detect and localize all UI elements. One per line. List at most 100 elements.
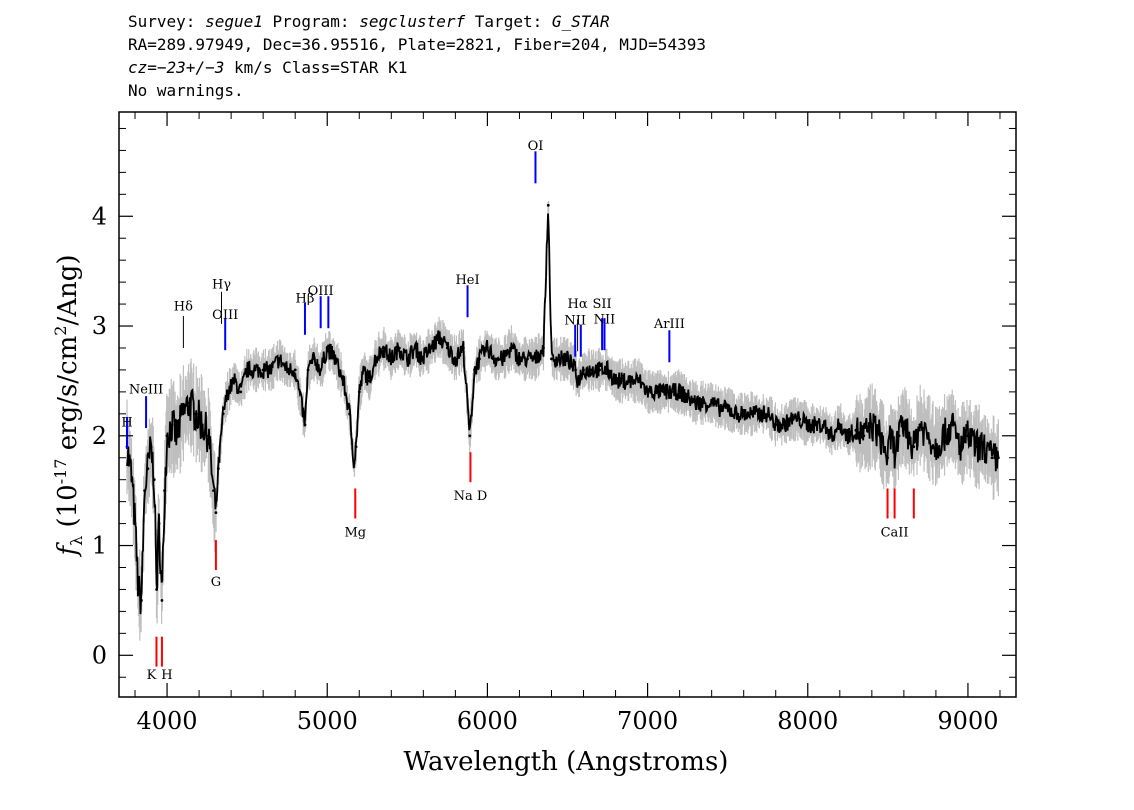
flux-point bbox=[870, 423, 874, 427]
survey-line: Survey: segue1 Program: segclusterf Targ… bbox=[128, 10, 706, 33]
flux-point bbox=[574, 368, 577, 372]
flux-point bbox=[518, 357, 521, 361]
y-axis-title: fλ (10-17 erg/s/cm2/Ang) bbox=[51, 254, 86, 557]
line-label: Hα bbox=[568, 297, 588, 312]
flux-point bbox=[782, 423, 786, 427]
flux-point bbox=[822, 423, 826, 427]
flux-point bbox=[974, 445, 978, 449]
flux-point bbox=[678, 390, 682, 394]
flux-point bbox=[303, 423, 307, 427]
flux-point bbox=[468, 434, 472, 438]
flux-point bbox=[750, 412, 754, 416]
flux-point bbox=[814, 423, 818, 427]
x-tick-label: 8000 bbox=[777, 707, 838, 735]
x-tick-label: 4000 bbox=[137, 707, 198, 735]
flux-point bbox=[846, 434, 850, 438]
flux-point bbox=[897, 434, 901, 438]
flux-point bbox=[646, 390, 649, 394]
flux-point bbox=[405, 357, 409, 361]
line-label: OIII bbox=[308, 284, 334, 299]
flux-point bbox=[301, 412, 305, 416]
flux-point bbox=[473, 368, 476, 372]
flux-point bbox=[170, 423, 174, 427]
plot-frame bbox=[118, 111, 1017, 698]
cz-label: cz= bbox=[128, 58, 157, 77]
flux-point bbox=[966, 434, 970, 438]
line-label: NII bbox=[564, 314, 586, 329]
line-label: ArIII bbox=[653, 317, 685, 332]
flux-point bbox=[622, 379, 625, 383]
flux-point bbox=[790, 417, 794, 421]
line-label: NII bbox=[594, 312, 616, 327]
flux-point bbox=[160, 599, 164, 602]
flux-point bbox=[152, 478, 156, 482]
y-tick-label: 3 bbox=[92, 312, 107, 340]
flux-point bbox=[694, 401, 698, 405]
flux-point bbox=[357, 390, 361, 394]
flux-point bbox=[325, 346, 329, 350]
flux-point bbox=[494, 357, 497, 361]
x-tick-label: 5000 bbox=[297, 707, 358, 735]
flux-point bbox=[950, 423, 954, 427]
flux-point bbox=[175, 434, 179, 438]
flux-point bbox=[742, 412, 746, 416]
flux-point bbox=[912, 445, 916, 449]
coords-line: RA=289.97949, Dec=36.95516, Plate=2821, … bbox=[128, 35, 706, 54]
flux-point bbox=[313, 357, 316, 361]
line-label: OI bbox=[528, 139, 544, 154]
flux-point bbox=[878, 434, 882, 438]
flux-point bbox=[590, 368, 593, 372]
flux-point bbox=[226, 390, 230, 394]
flux-point bbox=[630, 379, 633, 383]
flux-point bbox=[638, 379, 641, 383]
flux-point bbox=[478, 357, 481, 361]
line-label: H bbox=[161, 668, 172, 683]
line-label: Mg bbox=[344, 525, 366, 540]
flux-point bbox=[934, 445, 938, 449]
flux-point bbox=[437, 335, 441, 339]
flux-point bbox=[352, 461, 356, 465]
flux-point bbox=[662, 390, 666, 394]
flux-point bbox=[221, 412, 225, 416]
line-label: Na D bbox=[454, 489, 488, 504]
flux-point bbox=[889, 434, 893, 438]
flux-point bbox=[526, 357, 529, 361]
flux-point bbox=[163, 489, 167, 493]
flux-point bbox=[285, 368, 289, 372]
target-value: G_STAR bbox=[551, 12, 610, 31]
target-label: Target: bbox=[465, 12, 552, 31]
y-tick-label: 0 bbox=[92, 641, 107, 669]
flux-point bbox=[348, 412, 352, 416]
line-label: Hβ bbox=[296, 292, 315, 307]
flux-point bbox=[534, 357, 537, 361]
flux-point bbox=[854, 428, 858, 432]
flux-point bbox=[718, 406, 722, 410]
flux-point bbox=[146, 467, 150, 471]
flux-point bbox=[239, 390, 243, 394]
flux-point bbox=[381, 346, 385, 350]
flux-point bbox=[654, 390, 657, 394]
line-label: OIII bbox=[212, 308, 238, 323]
flux-point bbox=[830, 434, 834, 438]
flux-point bbox=[143, 489, 147, 493]
line-label: K bbox=[147, 668, 157, 683]
redshift-line: cz=−23+/−3 km/s Class=STAR K1 bbox=[128, 56, 706, 79]
flux-point bbox=[862, 434, 866, 438]
flux-point bbox=[133, 522, 137, 525]
flux-point bbox=[902, 423, 906, 427]
flux-point bbox=[136, 588, 140, 591]
y-tick-label: 2 bbox=[92, 422, 107, 450]
flux-point bbox=[188, 401, 191, 405]
flux-point bbox=[200, 423, 204, 427]
x-tick-label: 7000 bbox=[617, 707, 678, 735]
line-label: NeIII bbox=[129, 383, 163, 398]
flux-point bbox=[686, 395, 690, 399]
flux-point bbox=[277, 357, 281, 361]
flux-point bbox=[598, 368, 601, 372]
flux-point bbox=[542, 346, 545, 350]
flux-point bbox=[194, 412, 198, 416]
program-label: Program: bbox=[262, 12, 360, 31]
line-label: G bbox=[211, 575, 221, 590]
flux-point bbox=[367, 379, 371, 383]
